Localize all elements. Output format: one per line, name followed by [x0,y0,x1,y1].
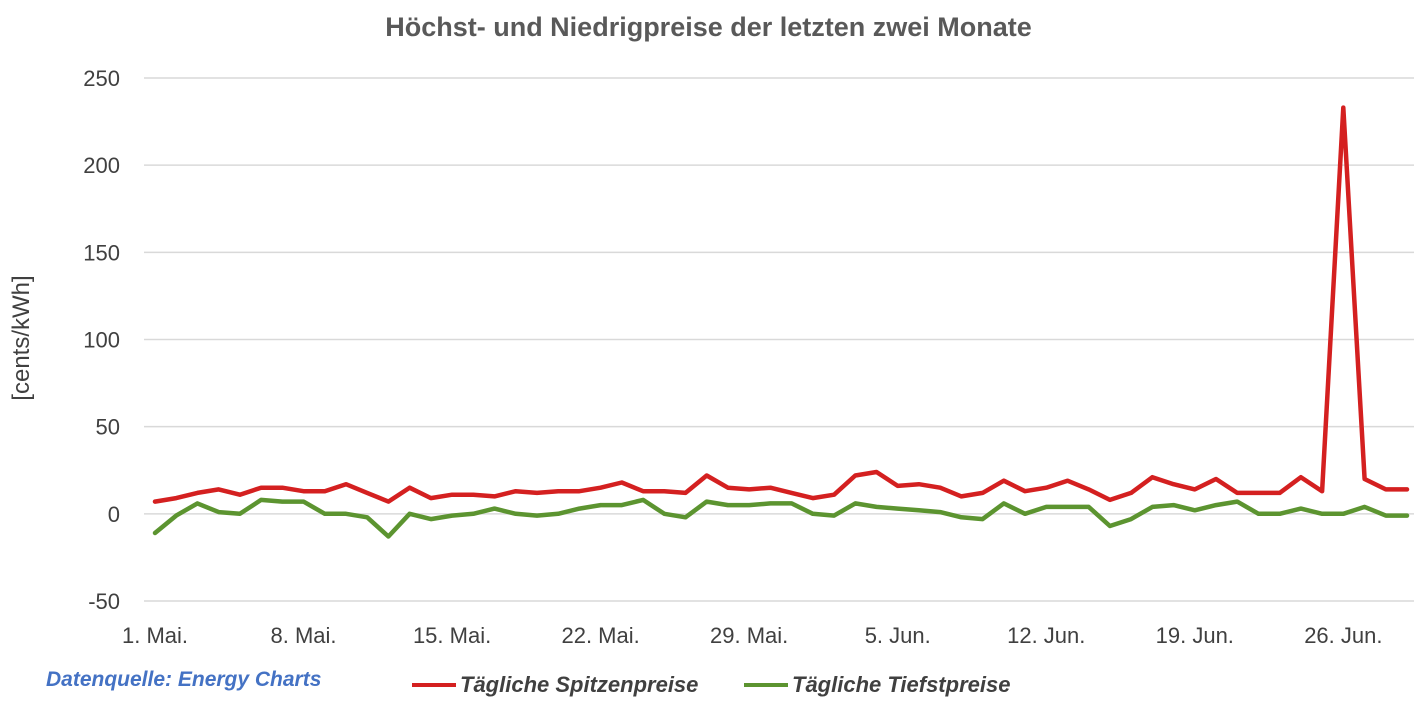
series-lines [152,105,1410,539]
x-tick-labels: 1. Mai. 8. Mai. 15. Mai. 22. Mai. 29. Mai. 5.… [122,623,1382,648]
y-tick-label: 50 [96,415,120,440]
data-source-note: Datenquelle: Energy Charts [46,668,322,691]
y-tick-label: -50 [88,589,120,614]
series-line [152,105,1410,504]
x-tick-label: 26. Jun. [1304,623,1382,648]
legend-item-low: Tägliche Tiefstpreise [744,672,1010,698]
x-tick-label: 22. Mai. [561,623,639,648]
legend-swatch-low [744,683,788,687]
x-tick-label: 5. Jun. [865,623,931,648]
series-line [152,497,1410,539]
y-tick-labels: 250 200 150 100 50 0 -50 [83,66,120,614]
y-tick-label: 0 [108,502,120,527]
chart-title: Höchst- und Niedrigpreise der letzten zw… [385,12,1032,42]
x-tick-label: 12. Jun. [1007,623,1085,648]
legend-item-peak: Tägliche Spitzenpreise [412,672,698,698]
gridlines [144,77,1414,602]
x-tick-label: 29. Mai. [710,623,788,648]
x-tick-label: 15. Mai. [413,623,491,648]
legend-label-peak: Tägliche Spitzenpreise [460,672,699,697]
y-tick-label: 200 [83,153,120,178]
x-tick-label: 19. Jun. [1156,623,1234,648]
x-tick-label: 8. Mai. [271,623,337,648]
y-tick-label: 150 [83,240,120,265]
x-tick-label: 1. Mai. [122,623,188,648]
y-tick-label: 250 [83,66,120,91]
legend-label-low: Tägliche Tiefstpreise [792,672,1011,697]
legend-swatch-peak [412,683,456,687]
y-tick-label: 100 [83,328,120,353]
